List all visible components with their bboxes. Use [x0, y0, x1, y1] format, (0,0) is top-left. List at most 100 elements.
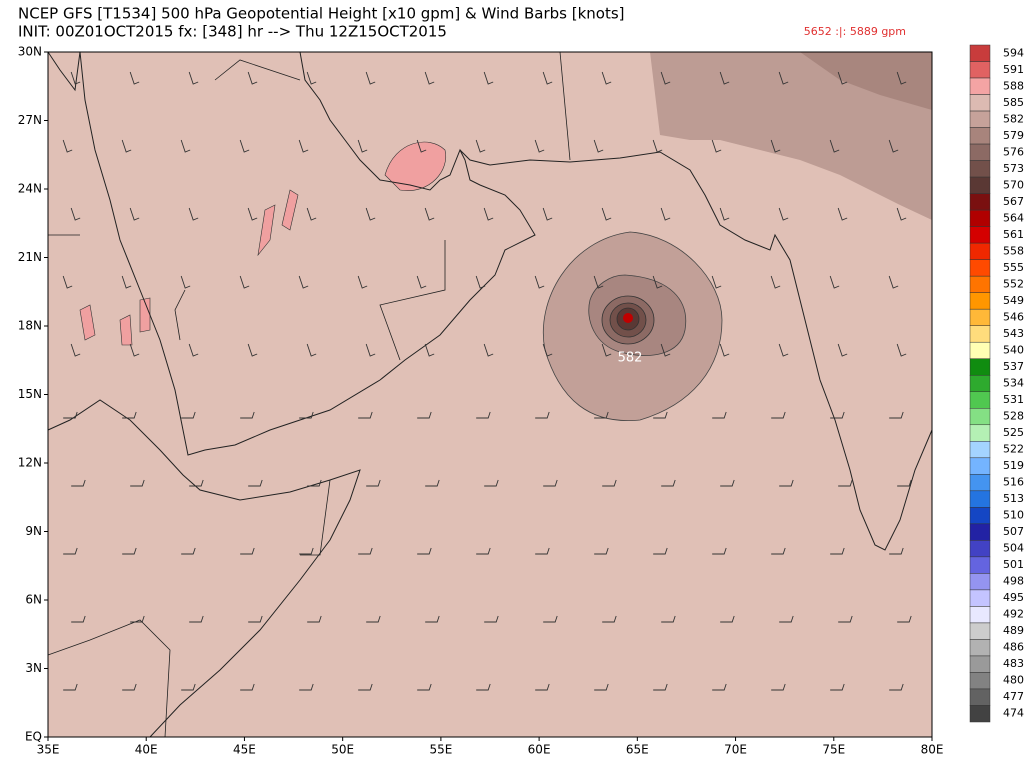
- wind-barb: [307, 479, 322, 487]
- wind-barb: [188, 343, 199, 357]
- colorbar-label: 507: [1003, 525, 1024, 538]
- wind-barb: [602, 615, 617, 623]
- wind-barb: [660, 207, 671, 221]
- border: [47, 51, 571, 738]
- coastline: [47, 51, 81, 92]
- wind-barb: [594, 547, 609, 555]
- wind-barb: [601, 71, 612, 85]
- wind-barb: [593, 275, 604, 289]
- colorbar-swatch: [969, 259, 991, 277]
- wind-barb: [661, 615, 676, 623]
- wind-barb: [181, 411, 196, 419]
- colorbar-swatch: [969, 110, 991, 128]
- wind-barb: [70, 71, 81, 85]
- colorbar-label: 546: [1003, 310, 1024, 323]
- colorbar-swatch: [969, 589, 991, 607]
- wind-barb: [475, 275, 486, 289]
- wind-barb: [417, 411, 432, 419]
- colorbar-swatch: [969, 160, 991, 178]
- colorbar-swatch: [969, 408, 991, 426]
- wind-barb: [122, 411, 137, 419]
- wind-barb: [594, 683, 609, 691]
- wind-barb: [239, 139, 250, 153]
- wind-barb: [712, 547, 727, 555]
- wind-barb: [542, 343, 553, 357]
- wind-barb: [837, 71, 848, 85]
- colorbar-swatch: [969, 275, 991, 293]
- colorbar-swatch: [969, 127, 991, 145]
- colorbar: 594 591 588 585 582 579 576 573 570 567 564 561 558 5…: [969, 44, 1024, 723]
- colorbar-label: 576: [1003, 145, 1024, 158]
- colorbar-swatch: [969, 441, 991, 459]
- wind-barb: [248, 615, 263, 623]
- wind-barb: [830, 547, 845, 555]
- wind-barb: [720, 479, 735, 487]
- wind-barb: [771, 411, 786, 419]
- colorbar-swatch: [969, 688, 991, 706]
- lat-label: 12N: [18, 456, 42, 470]
- colorbar-label: 555: [1003, 261, 1024, 274]
- wind-barb: [483, 71, 494, 85]
- colorbar-swatch: [969, 490, 991, 508]
- wind-barb: [660, 71, 671, 85]
- wind-barb: [70, 343, 81, 357]
- colorbar-swatch: [969, 193, 991, 211]
- colorbar-label: 519: [1003, 459, 1024, 472]
- wind-barb: [889, 547, 904, 555]
- wind-barb: [534, 139, 545, 153]
- wind-barb: [712, 683, 727, 691]
- colorbar-label: 504: [1003, 542, 1024, 555]
- colorbar-label: 558: [1003, 244, 1024, 257]
- colorbar-swatch: [969, 61, 991, 79]
- wind-barb: [180, 139, 191, 153]
- colorbar-swatch: [969, 374, 991, 393]
- wind-barb: [240, 547, 255, 555]
- wind-barb: [837, 207, 848, 221]
- wind-barb: [424, 71, 435, 85]
- colorbar-swatch: [969, 556, 991, 574]
- lat-label: 3N: [25, 661, 42, 675]
- colorbar-swatch: [969, 94, 991, 112]
- wind-barb: [475, 139, 486, 153]
- map-background: [48, 52, 932, 737]
- wind-barb: [130, 479, 145, 487]
- wind-barb: [888, 275, 899, 289]
- wind-barb: [484, 615, 499, 623]
- wind-barb: [417, 683, 432, 691]
- wind-barb: [71, 479, 86, 487]
- wind-barb: [239, 275, 250, 289]
- wind-barb: [425, 615, 440, 623]
- colorbar-swatch: [969, 457, 991, 475]
- colorbar-label: 528: [1003, 410, 1024, 423]
- high-terrain-core: [800, 52, 932, 110]
- cyclone-contours: [543, 231, 723, 422]
- lon-label: 35E: [37, 743, 60, 757]
- lon-label: 45E: [233, 743, 256, 757]
- wind-barb: [711, 139, 722, 153]
- colorbar-swatch: [969, 540, 991, 558]
- wind-barb: [365, 207, 376, 221]
- wind-barb: [770, 275, 781, 289]
- contour-label: 582: [618, 351, 643, 366]
- wind-barb: [483, 207, 494, 221]
- wind-barb: [416, 275, 427, 289]
- wind-barb: [357, 275, 368, 289]
- colorbar-label: 510: [1003, 509, 1024, 522]
- colorbar-swatch: [969, 655, 991, 673]
- wind-barb: [62, 139, 73, 153]
- wind-barb: [130, 615, 145, 623]
- lat-label: 24N: [18, 182, 42, 196]
- wind-barb: [661, 479, 676, 487]
- wind-barb: [366, 615, 381, 623]
- colorbar-swatch: [969, 358, 991, 376]
- lat-label: 27N: [18, 113, 42, 127]
- colorbar-label: 579: [1003, 129, 1024, 142]
- range-label: 5652 :|: 5889 gpm: [804, 25, 906, 38]
- colorbar-swatch: [969, 308, 991, 326]
- wind-barb: [306, 71, 317, 85]
- wind-barb: [779, 479, 794, 487]
- colorbar-label: 516: [1003, 476, 1024, 489]
- wind-barb: [424, 343, 435, 357]
- colorbar-swatch: [969, 639, 991, 657]
- wind-barb: [719, 71, 730, 85]
